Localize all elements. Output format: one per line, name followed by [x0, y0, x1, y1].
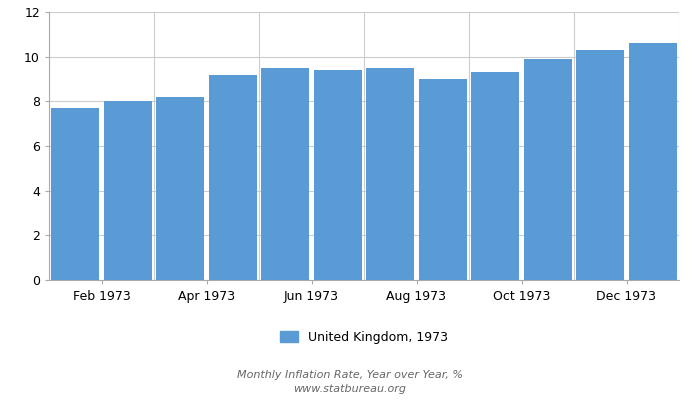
Bar	[156, 97, 204, 280]
Text: Monthly Inflation Rate, Year over Year, %: Monthly Inflation Rate, Year over Year, …	[237, 370, 463, 380]
Bar	[366, 68, 414, 280]
Bar	[209, 74, 257, 280]
Bar	[471, 72, 519, 280]
Bar	[261, 68, 309, 280]
Bar	[419, 79, 467, 280]
Bar	[104, 101, 152, 280]
Bar	[629, 43, 677, 280]
Bar	[524, 59, 572, 280]
Bar	[314, 70, 362, 280]
Bar	[576, 50, 624, 280]
Legend: United Kingdom, 1973: United Kingdom, 1973	[274, 326, 454, 349]
Bar	[51, 108, 99, 280]
Text: www.statbureau.org: www.statbureau.org	[293, 384, 407, 394]
